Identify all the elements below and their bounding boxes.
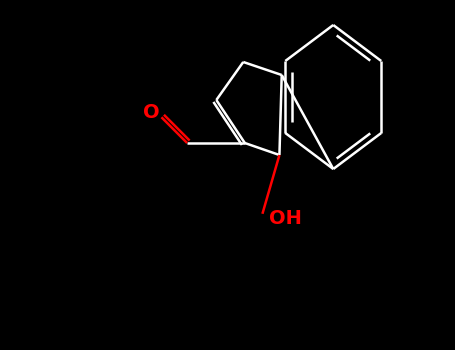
Text: OH: OH: [269, 209, 302, 228]
Text: O: O: [143, 103, 159, 121]
